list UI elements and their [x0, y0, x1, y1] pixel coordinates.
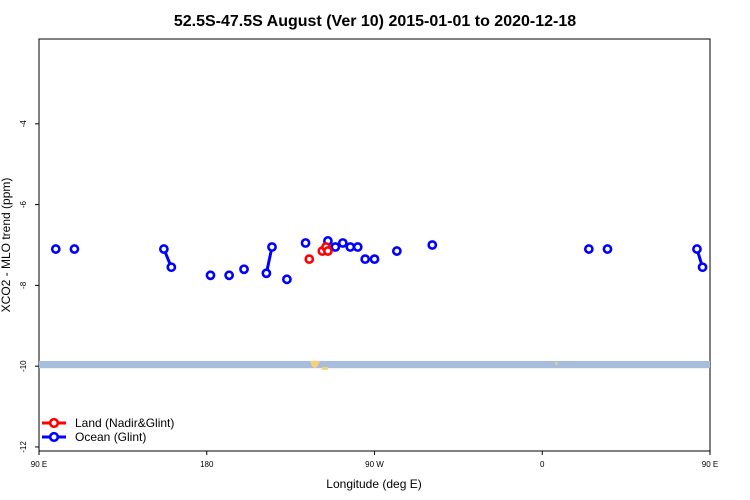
- data-point-ocean: [352, 242, 363, 252]
- x-tick-label: 90 W: [365, 460, 384, 469]
- x-tick-label: 90 E: [702, 460, 718, 469]
- x-axis-label: Longitude (deg E): [326, 477, 421, 491]
- data-point-ocean: [369, 254, 380, 265]
- data-point-ocean: [224, 270, 235, 281]
- legend-label: Ocean (Glint): [75, 430, 146, 444]
- ocean-band: [39, 360, 710, 369]
- data-point-ocean: [697, 262, 708, 273]
- data-point-ocean: [158, 244, 169, 254]
- data-point-ocean: [360, 254, 371, 265]
- land-patch: [321, 366, 328, 370]
- data-point-ocean: [337, 238, 348, 248]
- data-point-land: [323, 246, 333, 256]
- data-point-ocean: [239, 264, 249, 275]
- data-point-ocean: [330, 242, 341, 252]
- data-point-ocean: [205, 270, 216, 281]
- data-point-land: [304, 254, 315, 265]
- y-tick-label: -12: [19, 441, 28, 453]
- legend: Land (Nadir&Glint)Ocean (Glint): [42, 416, 174, 444]
- data-point-ocean: [602, 244, 613, 254]
- data-point-ocean: [692, 244, 702, 254]
- y-tick-label: -4: [19, 120, 28, 128]
- y-axis-label: XCO2 - MLO trend (ppm): [0, 178, 13, 313]
- x-tick-label: 180: [200, 460, 214, 469]
- data-point-ocean: [281, 274, 292, 285]
- legend-marker: [48, 417, 60, 429]
- y-tick-label: -6: [19, 201, 28, 209]
- data-point-ocean: [166, 262, 177, 273]
- data-point-ocean: [69, 244, 80, 254]
- data-point-ocean: [267, 242, 277, 252]
- data-point-ocean: [345, 242, 356, 252]
- data-point-ocean: [50, 244, 61, 254]
- data-point-ocean: [300, 238, 311, 248]
- data-point-ocean: [261, 268, 272, 279]
- data-point-ocean: [391, 246, 402, 256]
- plot-area: 90 E 180 90 W 0 90 E -4 -6 -8 -10 -12: [19, 38, 718, 469]
- legend-marker: [48, 431, 60, 443]
- data-point-ocean: [583, 244, 594, 254]
- chart-title: 52.5S-47.5S August (Ver 10) 2015-01-01 t…: [174, 13, 576, 30]
- land-patch: [555, 361, 558, 365]
- x-tick-label: 0: [540, 460, 545, 469]
- land-patch: [309, 360, 320, 369]
- y-tick-label: -10: [19, 360, 28, 372]
- data-point-ocean: [427, 240, 438, 250]
- x-tick-label: 90 E: [31, 460, 47, 469]
- y-tick-label: -8: [19, 281, 28, 289]
- legend-label: Land (Nadir&Glint): [75, 416, 174, 430]
